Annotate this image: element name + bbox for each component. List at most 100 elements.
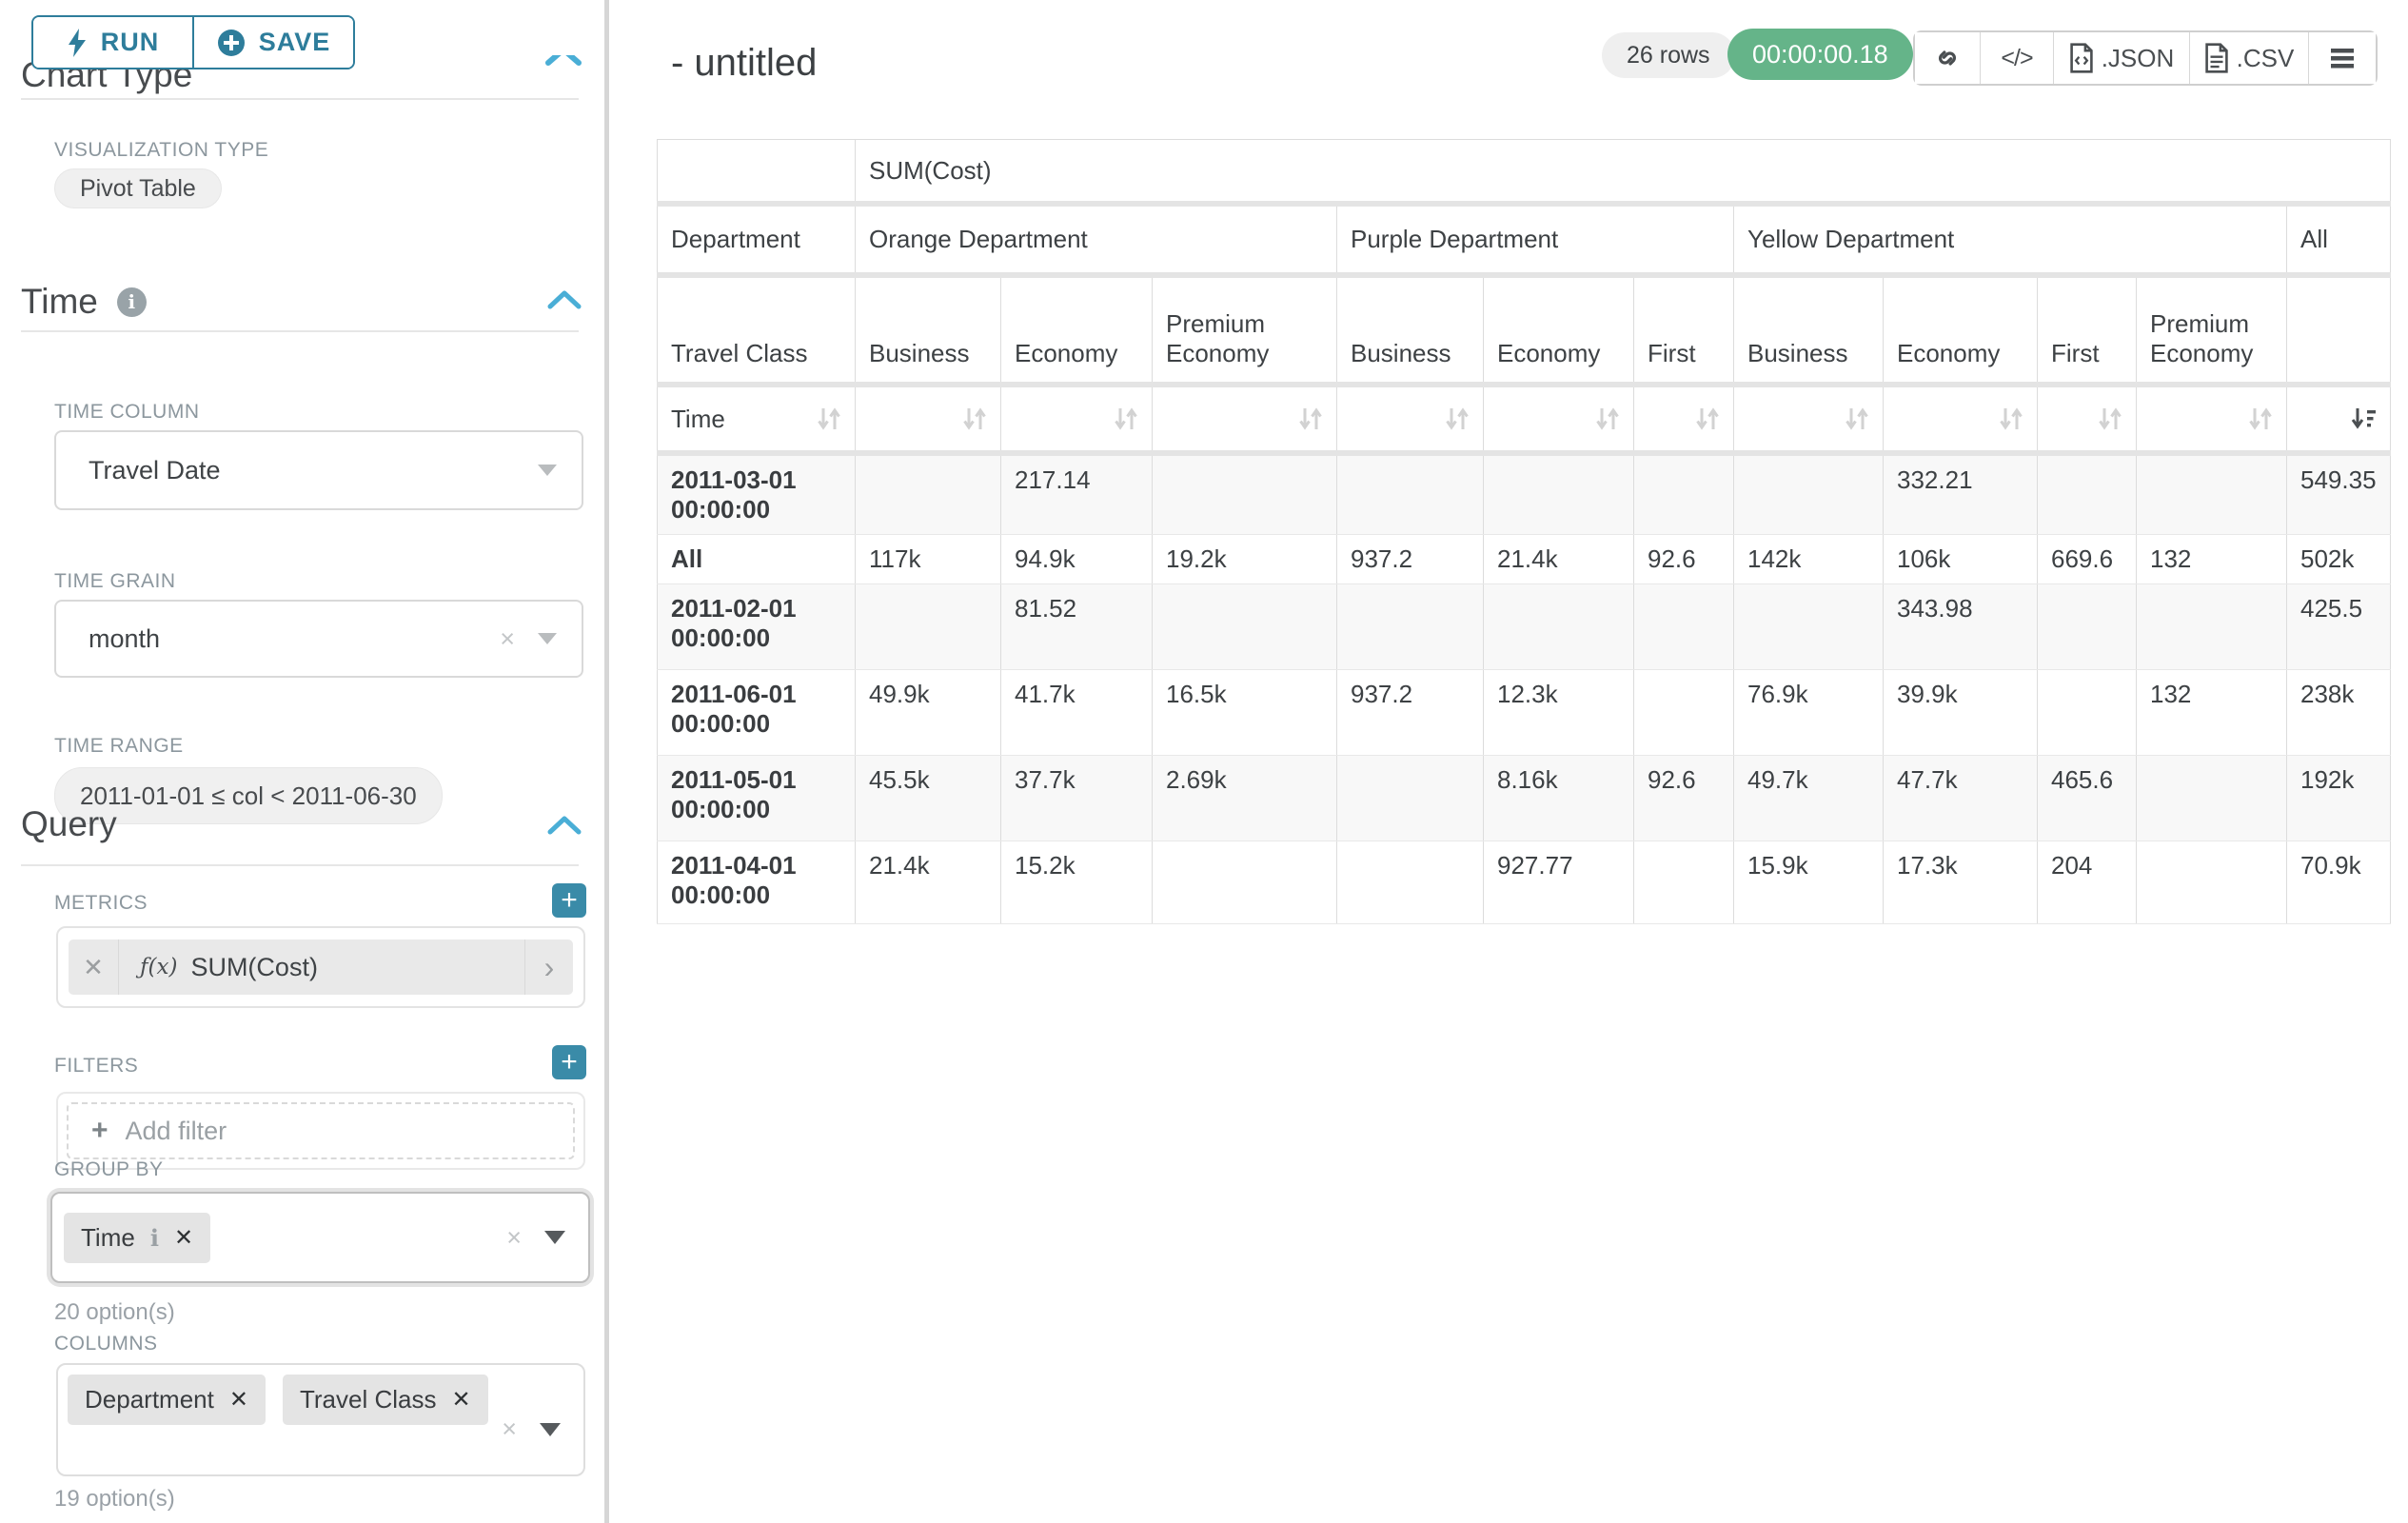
add-metric-button[interactable]: + [552,883,586,918]
time-grain-select[interactable]: month × [54,600,583,678]
sort-cell [1634,385,1734,453]
sort-cell [1884,385,2038,453]
file-text-icon [2204,43,2229,73]
value-cell: 927.77 [1484,841,1634,924]
value-cell: 37.7k [1001,756,1153,841]
columns-select[interactable]: Department✕ Travel Class✕ × [56,1363,585,1476]
travel-class-header: Business [856,275,1001,385]
sort-cell [856,385,1001,453]
value-cell: 142k [1734,535,1884,584]
export-csv-button[interactable]: .CSV [2190,32,2309,84]
sort-cell [1153,385,1337,453]
value-cell: 17.3k [1884,841,2038,924]
code-icon: </> [2001,45,2032,72]
value-cell [2038,453,2137,535]
sort-cell [1734,385,1884,453]
group-by-label: GROUP BY [54,1158,163,1181]
clear-icon[interactable]: × [502,1414,517,1444]
table-row: 2011-06-01 00:00:0049.9k41.7k16.5k937.21… [658,670,2391,756]
value-cell: 21.4k [1484,535,1634,584]
remove-tag-icon[interactable]: ✕ [451,1386,470,1414]
export-json-button[interactable]: .JSON [2054,32,2190,84]
sort-desc-icon[interactable] [2350,405,2377,432]
sort-icon[interactable] [962,405,987,432]
time-column-value: Travel Date [89,456,538,485]
menu-button[interactable] [2309,32,2376,84]
sort-header-row: Time [658,385,2391,453]
sort-cell [1337,385,1484,453]
sort-cell [2038,385,2137,453]
department-header-row: DepartmentOrange DepartmentPurple Depart… [658,204,2391,275]
value-cell [2137,756,2287,841]
save-button[interactable]: SAVE [194,17,353,68]
remove-tag-icon[interactable]: ✕ [229,1386,248,1414]
selected-tag[interactable]: Timei✕ [64,1213,210,1263]
selected-tag[interactable]: Department✕ [68,1375,266,1425]
add-filter-plus-button[interactable]: + [552,1045,586,1079]
table-row: 2011-05-01 00:00:0045.5k37.7k2.69k8.16k9… [658,756,2391,841]
value-cell: 332.21 [1884,453,2038,535]
plus-icon: + [91,1115,109,1147]
value-cell: 425.5 [2287,584,2391,670]
add-filter-button[interactable]: + Add filter [67,1102,575,1159]
value-cell: 2.69k [1153,756,1337,841]
travel-class-header [2287,275,2391,385]
value-cell: 937.2 [1337,535,1484,584]
travel-class-header: Economy [1484,275,1634,385]
time-column-select[interactable]: Travel Date [54,430,583,510]
plus-circle-icon [217,29,246,57]
chart-type-collapse-chevron[interactable] [543,55,584,69]
sort-icon[interactable] [2248,405,2273,432]
travel-class-header: Economy [1001,275,1153,385]
export-csv-label: .CSV [2237,44,2295,73]
selected-tag[interactable]: Travel Class✕ [283,1375,488,1425]
group-by-select[interactable]: Timei✕ × [50,1192,590,1283]
panel-scrollbar[interactable] [604,0,609,1523]
value-cell [856,453,1001,535]
link-icon [1933,44,1962,72]
chart-title[interactable]: - untitled [671,42,817,85]
tag-label: Time [81,1223,135,1253]
sort-icon[interactable] [1845,405,1869,432]
row-label: 2011-05-01 00:00:00 [658,756,856,841]
share-link-button[interactable] [1915,32,1981,84]
metric-chip[interactable]: ✕ ƒ(x) SUM(Cost) › [69,940,573,995]
time-section-heading: Time [21,282,98,322]
value-cell [1484,453,1634,535]
sort-cell [1484,385,1634,453]
time-axis-label: Time [671,405,725,434]
value-cell: 502k [2287,535,2391,584]
remove-metric-icon[interactable]: ✕ [69,940,119,995]
value-cell [2137,453,2287,535]
bolt-icon [67,29,88,57]
run-button[interactable]: RUN [33,17,194,68]
sort-icon[interactable] [1999,405,2023,432]
sort-icon[interactable] [1695,405,1720,432]
clear-icon[interactable]: × [500,624,515,654]
query-collapse-chevron[interactable] [546,814,582,841]
value-cell: 21.4k [856,841,1001,924]
time-collapse-chevron[interactable] [546,288,582,316]
value-cell [1484,584,1634,670]
value-cell: 19.2k [1153,535,1337,584]
run-button-label: RUN [101,28,160,57]
sort-icon[interactable] [1298,405,1323,432]
expand-metric-icon[interactable]: › [524,940,573,995]
view-query-button[interactable]: </> [1981,32,2054,84]
corner-cell [658,140,856,205]
value-cell: 465.6 [2038,756,2137,841]
sort-icon[interactable] [2098,405,2122,432]
value-cell [1153,453,1337,535]
value-cell [1634,584,1734,670]
sort-icon[interactable] [1114,405,1138,432]
value-cell: 39.9k [1884,670,2038,756]
visualization-type-value[interactable]: Pivot Table [54,168,222,208]
sort-icon[interactable] [1595,405,1620,432]
clear-icon[interactable]: × [506,1223,522,1253]
sort-icon[interactable] [817,405,841,432]
value-cell: 41.7k [1001,670,1153,756]
remove-tag-icon[interactable]: ✕ [174,1224,193,1252]
metrics-label: METRICS [54,892,148,915]
travel-class-header: Business [1337,275,1484,385]
sort-icon[interactable] [1445,405,1470,432]
